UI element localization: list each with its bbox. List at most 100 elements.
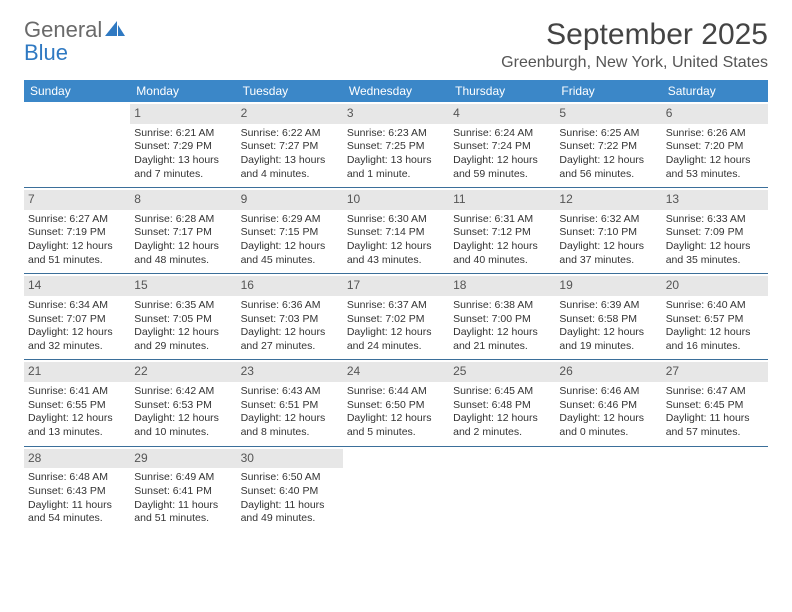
sunset-label: Sunset: 7:27 PM (241, 140, 339, 154)
week-row: 21Sunrise: 6:41 AMSunset: 6:55 PMDayligh… (24, 360, 768, 446)
sunrise-label: Sunrise: 6:44 AM (347, 385, 445, 399)
day-number: 12 (555, 190, 661, 210)
day-number: 17 (343, 276, 449, 296)
sunrise-label: Sunrise: 6:27 AM (28, 213, 126, 227)
sunset-label: Sunset: 7:29 PM (134, 140, 232, 154)
day-number: 21 (24, 362, 130, 382)
dow-cell: Wednesday (343, 80, 449, 102)
day-number: 15 (130, 276, 236, 296)
sunrise-label: Sunrise: 6:34 AM (28, 299, 126, 313)
day-number: 13 (662, 190, 768, 210)
day-cell: 7Sunrise: 6:27 AMSunset: 7:19 PMDaylight… (24, 188, 130, 273)
day-cell: 1Sunrise: 6:21 AMSunset: 7:29 PMDaylight… (130, 102, 236, 187)
day-cell: 15Sunrise: 6:35 AMSunset: 7:05 PMDayligh… (130, 274, 236, 359)
sunrise-label: Sunrise: 6:22 AM (241, 127, 339, 141)
day-number: 6 (662, 104, 768, 124)
day-number: 19 (555, 276, 661, 296)
day-number: 9 (237, 190, 343, 210)
daylight-label: Daylight: 11 hours and 49 minutes. (241, 499, 339, 526)
day-of-week-header: SundayMondayTuesdayWednesdayThursdayFrid… (24, 80, 768, 102)
sunrise-label: Sunrise: 6:38 AM (453, 299, 551, 313)
sunrise-label: Sunrise: 6:45 AM (453, 385, 551, 399)
sunset-label: Sunset: 7:22 PM (559, 140, 657, 154)
sunrise-label: Sunrise: 6:48 AM (28, 471, 126, 485)
sunrise-label: Sunrise: 6:42 AM (134, 385, 232, 399)
day-cell: 24Sunrise: 6:44 AMSunset: 6:50 PMDayligh… (343, 360, 449, 445)
day-cell: 4Sunrise: 6:24 AMSunset: 7:24 PMDaylight… (449, 102, 555, 187)
sunset-label: Sunset: 6:48 PM (453, 399, 551, 413)
weeks-container: 1Sunrise: 6:21 AMSunset: 7:29 PMDaylight… (24, 102, 768, 532)
calendar: SundayMondayTuesdayWednesdayThursdayFrid… (24, 80, 768, 532)
sunset-label: Sunset: 6:57 PM (666, 313, 764, 327)
day-cell: 27Sunrise: 6:47 AMSunset: 6:45 PMDayligh… (662, 360, 768, 445)
day-cell: 8Sunrise: 6:28 AMSunset: 7:17 PMDaylight… (130, 188, 236, 273)
sunset-label: Sunset: 7:05 PM (134, 313, 232, 327)
sunset-label: Sunset: 6:58 PM (559, 313, 657, 327)
sunrise-label: Sunrise: 6:26 AM (666, 127, 764, 141)
daylight-label: Daylight: 12 hours and 48 minutes. (134, 240, 232, 267)
daylight-label: Daylight: 12 hours and 40 minutes. (453, 240, 551, 267)
daylight-label: Daylight: 12 hours and 32 minutes. (28, 326, 126, 353)
day-number: 20 (662, 276, 768, 296)
sunrise-label: Sunrise: 6:25 AM (559, 127, 657, 141)
sunrise-label: Sunrise: 6:47 AM (666, 385, 764, 399)
sunrise-label: Sunrise: 6:21 AM (134, 127, 232, 141)
sunset-label: Sunset: 6:53 PM (134, 399, 232, 413)
page-title: September 2025 (501, 18, 768, 52)
day-cell: 5Sunrise: 6:25 AMSunset: 7:22 PMDaylight… (555, 102, 661, 187)
daylight-label: Daylight: 12 hours and 13 minutes. (28, 412, 126, 439)
sunrise-label: Sunrise: 6:30 AM (347, 213, 445, 227)
logo-text: General Blue (24, 18, 127, 64)
daylight-label: Daylight: 12 hours and 10 minutes. (134, 412, 232, 439)
sunrise-label: Sunrise: 6:33 AM (666, 213, 764, 227)
sunset-label: Sunset: 7:14 PM (347, 226, 445, 240)
sunrise-label: Sunrise: 6:29 AM (241, 213, 339, 227)
week-row: 7Sunrise: 6:27 AMSunset: 7:19 PMDaylight… (24, 188, 768, 274)
day-cell: 14Sunrise: 6:34 AMSunset: 7:07 PMDayligh… (24, 274, 130, 359)
daylight-label: Daylight: 12 hours and 43 minutes. (347, 240, 445, 267)
daylight-label: Daylight: 12 hours and 29 minutes. (134, 326, 232, 353)
day-number: 27 (662, 362, 768, 382)
sunrise-label: Sunrise: 6:23 AM (347, 127, 445, 141)
daylight-label: Daylight: 11 hours and 51 minutes. (134, 499, 232, 526)
day-number: 5 (555, 104, 661, 124)
sunset-label: Sunset: 6:40 PM (241, 485, 339, 499)
day-number: 30 (237, 449, 343, 469)
dow-cell: Thursday (449, 80, 555, 102)
dow-cell: Monday (130, 80, 236, 102)
daylight-label: Daylight: 12 hours and 51 minutes. (28, 240, 126, 267)
day-number: 18 (449, 276, 555, 296)
day-cell: 18Sunrise: 6:38 AMSunset: 7:00 PMDayligh… (449, 274, 555, 359)
sunset-label: Sunset: 7:20 PM (666, 140, 764, 154)
day-cell: 30Sunrise: 6:50 AMSunset: 6:40 PMDayligh… (237, 447, 343, 532)
daylight-label: Daylight: 12 hours and 5 minutes. (347, 412, 445, 439)
day-cell: 25Sunrise: 6:45 AMSunset: 6:48 PMDayligh… (449, 360, 555, 445)
daylight-label: Daylight: 12 hours and 16 minutes. (666, 326, 764, 353)
day-number: 7 (24, 190, 130, 210)
sunrise-label: Sunrise: 6:43 AM (241, 385, 339, 399)
day-cell: 17Sunrise: 6:37 AMSunset: 7:02 PMDayligh… (343, 274, 449, 359)
day-number: 4 (449, 104, 555, 124)
daylight-label: Daylight: 12 hours and 24 minutes. (347, 326, 445, 353)
sunrise-label: Sunrise: 6:32 AM (559, 213, 657, 227)
week-row: 28Sunrise: 6:48 AMSunset: 6:43 PMDayligh… (24, 447, 768, 532)
day-cell (662, 447, 768, 532)
day-cell: 19Sunrise: 6:39 AMSunset: 6:58 PMDayligh… (555, 274, 661, 359)
day-number: 28 (24, 449, 130, 469)
day-number: 22 (130, 362, 236, 382)
sunrise-label: Sunrise: 6:40 AM (666, 299, 764, 313)
day-number: 24 (343, 362, 449, 382)
day-cell: 6Sunrise: 6:26 AMSunset: 7:20 PMDaylight… (662, 102, 768, 187)
sunset-label: Sunset: 7:15 PM (241, 226, 339, 240)
day-number: 23 (237, 362, 343, 382)
day-number: 11 (449, 190, 555, 210)
sunset-label: Sunset: 7:10 PM (559, 226, 657, 240)
daylight-label: Daylight: 12 hours and 59 minutes. (453, 154, 551, 181)
day-number: 25 (449, 362, 555, 382)
dow-cell: Sunday (24, 80, 130, 102)
day-cell: 11Sunrise: 6:31 AMSunset: 7:12 PMDayligh… (449, 188, 555, 273)
day-cell: 3Sunrise: 6:23 AMSunset: 7:25 PMDaylight… (343, 102, 449, 187)
sunset-label: Sunset: 6:51 PM (241, 399, 339, 413)
sunset-label: Sunset: 6:45 PM (666, 399, 764, 413)
sunset-label: Sunset: 7:09 PM (666, 226, 764, 240)
